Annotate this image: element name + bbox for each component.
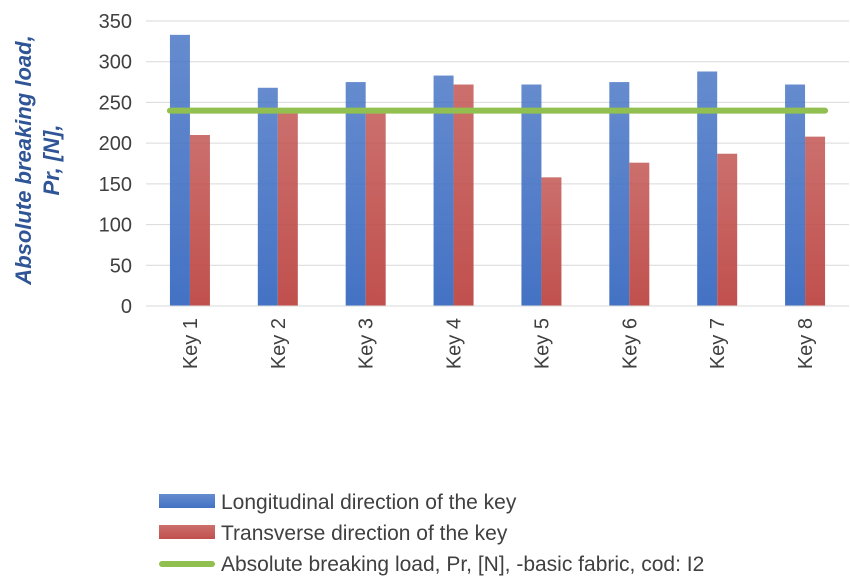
x-category-label: Key 4 [444,318,466,369]
x-axis-category-labels: Key 1 Key 2 Key 3 Key 4 Key 5 Key 6 Key 7 Key 8 [180,318,817,369]
y-axis-title-line1: Absolute breaking load, [11,35,36,285]
bar-transverse [277,110,298,306]
y-tick-label: 50 [110,255,132,277]
y-tick-label: 150 [99,174,132,196]
bar-longitudinal [257,87,278,307]
bar-transverse [541,177,562,306]
legend-label: Absolute breaking load, Pr, [N], -basic … [221,553,704,576]
gridlines [146,20,849,266]
bar-longitudinal [433,75,454,306]
y-axis-title-line2: Pr, [N], [39,125,64,196]
y-tick-label: 300 [99,52,132,74]
y-tick-label: 350 [99,11,132,33]
x-category-label: Key 5 [531,318,553,369]
bar-transverse [805,136,826,306]
bar-longitudinal [785,84,806,306]
legend-label: Transverse direction of the key [221,522,508,545]
x-category-label: Key 6 [619,318,641,369]
y-tick-label: 200 [99,133,132,155]
bars [169,34,826,307]
legend-label: Longitudinal direction of the key [221,491,517,514]
legend-swatch-bar [159,525,215,539]
bar-transverse [365,110,386,306]
legend-swatch-bar [159,494,215,508]
y-tick-label: 0 [121,296,132,318]
bar-longitudinal [345,82,366,306]
bar-longitudinal [169,34,190,306]
x-category-label: Key 2 [268,318,290,369]
y-tick-label: 250 [99,92,132,114]
x-category-label: Key 1 [180,318,202,369]
bar-transverse [189,135,210,306]
x-category-label: Key 7 [707,318,729,369]
x-category-label: Key 3 [356,318,378,369]
bar-transverse [717,153,738,306]
bar-longitudinal [697,71,718,306]
y-axis-tick-labels: 0 50 100 150 200 250 300 350 [99,11,132,318]
x-category-label: Key 8 [795,318,817,369]
bar-transverse [453,84,474,306]
bar-longitudinal [609,82,630,306]
y-tick-label: 100 [99,215,132,237]
bar-transverse [629,162,650,306]
legend: Longitudinal direction of the key Transve… [159,491,704,576]
y-axis-title: Absolute breaking load, Pr, [N], [11,35,64,285]
bar-longitudinal [521,84,542,306]
